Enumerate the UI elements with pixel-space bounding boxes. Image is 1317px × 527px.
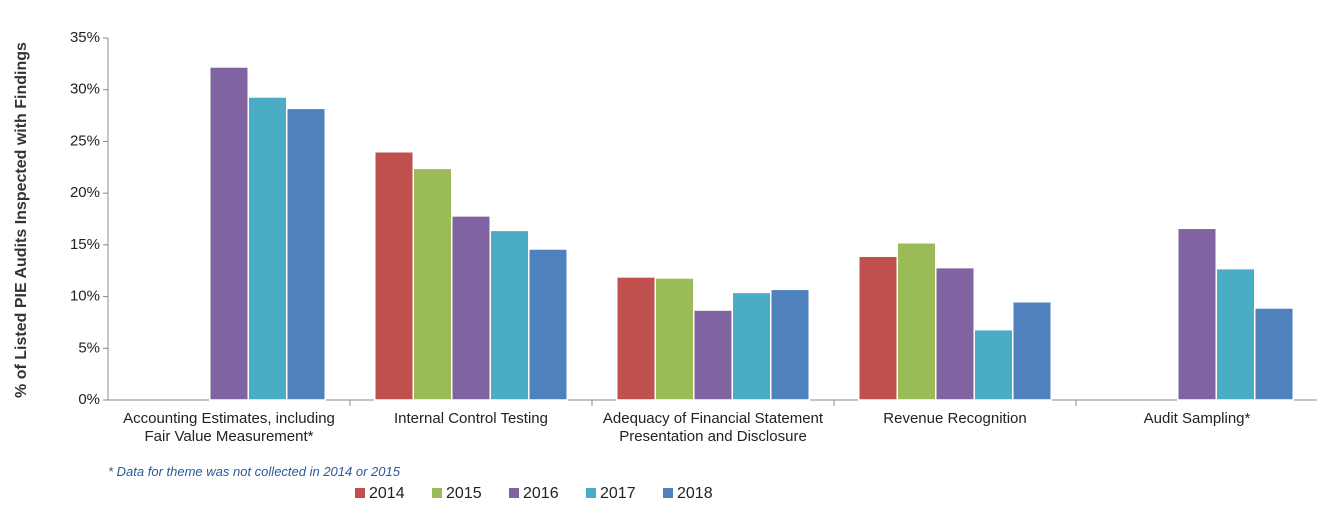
legend-swatch	[432, 488, 442, 498]
y-tick-label: 25%	[70, 132, 100, 149]
bar	[693, 309, 733, 401]
legend-swatch	[355, 488, 365, 498]
footnote: * Data for theme was not collected in 20…	[108, 464, 400, 479]
legend-label: 2018	[677, 485, 713, 502]
bar	[1012, 300, 1052, 401]
bar	[973, 328, 1014, 401]
y-tick-label: 35%	[70, 29, 100, 46]
y-tick-label: 5%	[78, 339, 100, 356]
bar	[858, 255, 898, 401]
bar	[209, 66, 249, 401]
x-tick-label: Audit Sampling*	[1143, 410, 1251, 427]
bar	[1177, 227, 1217, 401]
bar	[528, 248, 568, 401]
bar	[731, 291, 772, 401]
bar	[616, 276, 656, 401]
bar	[935, 266, 975, 401]
y-axis-label: % of Listed PIE Audits Inspected with Fi…	[13, 42, 30, 398]
x-tick-label: Accounting Estimates, including Fair Val…	[123, 410, 335, 445]
x-tick-label: Internal Control Testing	[394, 410, 548, 427]
bar	[451, 215, 491, 401]
legend-swatch	[663, 488, 673, 498]
x-tick-label: Adequacy of Financial Statement Presenta…	[602, 410, 824, 445]
bar	[489, 229, 530, 401]
x-tick-label: Revenue Recognition	[883, 410, 1027, 427]
legend-label: 2016	[523, 485, 559, 502]
y-tick-label: 30%	[70, 81, 100, 98]
y-tick-label: 15%	[70, 236, 100, 253]
bar	[896, 242, 937, 401]
bar	[286, 107, 326, 401]
bar	[412, 167, 453, 401]
bar	[1254, 307, 1294, 401]
y-tick-label: 10%	[70, 288, 100, 305]
legend-swatch	[509, 488, 519, 498]
bar	[374, 151, 414, 401]
bar	[654, 277, 695, 401]
legend-label: 2015	[446, 485, 482, 502]
legend-label: 2017	[600, 485, 636, 502]
bar	[247, 96, 288, 401]
bar	[1215, 267, 1256, 401]
legend-swatch	[586, 488, 596, 498]
y-tick-label: 0%	[78, 391, 100, 408]
legend-label: 2014	[369, 485, 405, 502]
y-tick-label: 20%	[70, 184, 100, 201]
bar	[770, 288, 810, 401]
